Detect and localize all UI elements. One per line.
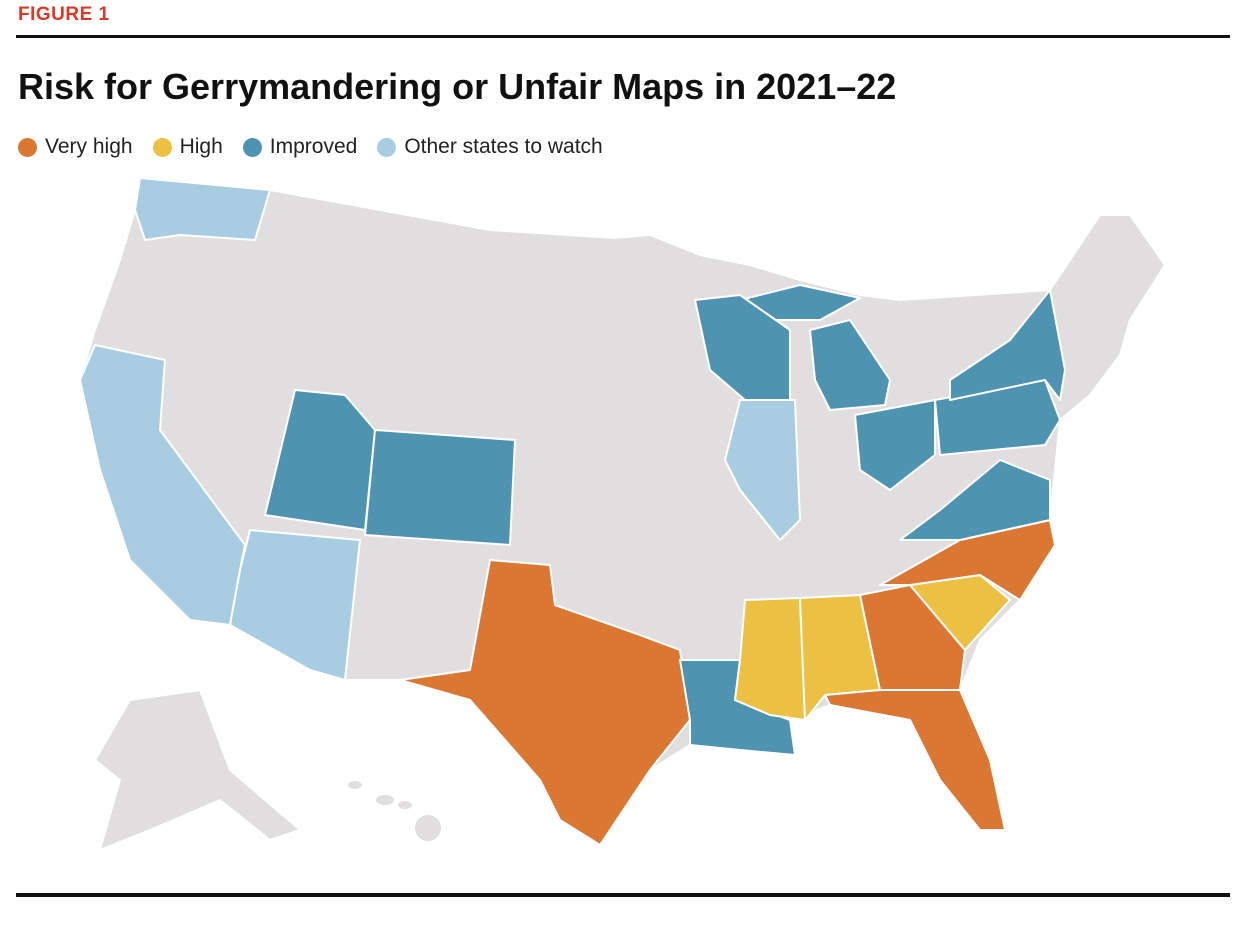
figure-label: FIGURE 1 xyxy=(18,4,110,25)
legend-swatch xyxy=(377,137,397,157)
state xyxy=(229,529,361,681)
state xyxy=(824,689,1006,831)
legend: Very high High Improved Other states to wat… xyxy=(18,135,603,159)
state xyxy=(809,319,891,411)
top-rule xyxy=(16,35,1230,38)
legend-label: Improved xyxy=(269,135,358,158)
legend-item: Very high xyxy=(18,135,133,159)
legend-item: High xyxy=(152,135,223,159)
legend-item: Other states to watch xyxy=(377,135,603,159)
state xyxy=(724,399,801,541)
legend-swatch xyxy=(152,137,172,157)
alaska xyxy=(94,689,301,851)
hawaii xyxy=(413,813,443,843)
state xyxy=(399,559,691,846)
state xyxy=(949,289,1066,401)
state xyxy=(854,399,936,491)
legend-label: Very high xyxy=(45,135,133,158)
legend-swatch xyxy=(18,137,37,157)
title: Risk for Gerrymandering or Unfair Maps i… xyxy=(18,66,897,107)
state xyxy=(364,429,516,546)
hawaii xyxy=(346,779,364,791)
legend-item: Improved xyxy=(242,135,358,159)
legend-label: High xyxy=(179,135,223,158)
state xyxy=(134,177,271,241)
legend-label: Other states to watch xyxy=(404,135,603,158)
hawaii xyxy=(396,799,414,811)
bottom-rule xyxy=(16,893,1230,897)
state xyxy=(859,584,966,691)
state xyxy=(734,597,806,721)
state xyxy=(899,459,1051,541)
legend-swatch xyxy=(242,137,262,157)
hawaii xyxy=(374,793,396,807)
